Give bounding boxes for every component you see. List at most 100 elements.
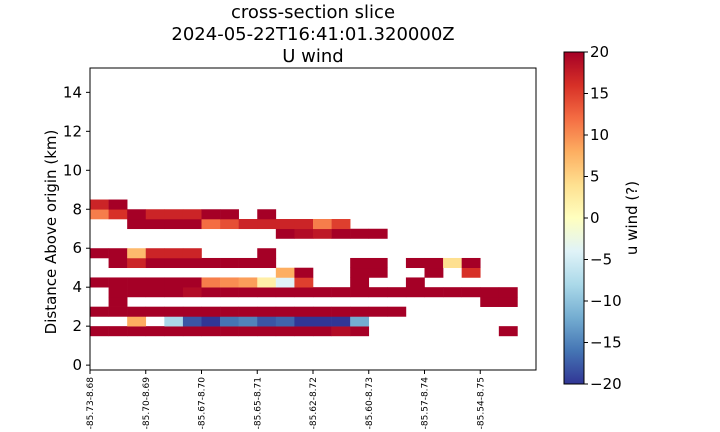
heatmap-cell (220, 277, 239, 288)
heatmap-cell (127, 287, 147, 298)
heatmap-cell (220, 287, 239, 298)
heatmap-cell (350, 326, 370, 337)
heatmap-cell (257, 257, 277, 269)
heatmap-cell (108, 287, 128, 298)
heatmap-cell (90, 248, 109, 259)
heatmap-cell (164, 316, 184, 327)
colorbar-ticks: −20 −15 −10 −5 0 5 10 15 20 (584, 43, 622, 393)
heatmap-cell (201, 219, 221, 230)
heatmap-cell (201, 326, 221, 337)
heatmap-cell (145, 277, 165, 288)
heatmap-cell (461, 267, 481, 278)
heatmap-cell (90, 209, 109, 220)
heatmap-cell (350, 267, 370, 278)
heatmap-cell (294, 277, 314, 288)
heatmap-cell (127, 306, 147, 317)
x-tick-label: -85.62-8.72 (309, 377, 319, 429)
heatmap-cell (127, 248, 147, 259)
heatmap-cell (350, 257, 370, 269)
heatmap-cell (238, 277, 258, 288)
heatmap-cell (201, 287, 221, 298)
heatmap-cell (387, 287, 407, 298)
heatmap-cell (201, 209, 221, 220)
x-tick-label: -85.57-8.74 (421, 377, 431, 430)
heatmap-cell (331, 228, 351, 239)
heatmap-cell (257, 316, 277, 327)
heatmap-cell (182, 306, 202, 317)
heatmap-cell (182, 326, 202, 337)
heatmap-cell (275, 306, 295, 317)
heatmap-cell (164, 219, 184, 230)
heatmap-cell (238, 287, 258, 298)
heatmap-cell (294, 228, 314, 239)
heatmap-cell (164, 277, 184, 288)
heatmap-cell (127, 219, 147, 230)
heatmap-cell (257, 326, 277, 337)
heatmap-cell (164, 248, 184, 259)
heatmap-cell (294, 219, 314, 230)
heatmap-cells (90, 199, 518, 337)
heatmap-cell (108, 199, 128, 210)
heatmap-cell (313, 287, 332, 298)
heatmap-cell (238, 316, 258, 327)
heatmap-cell (294, 326, 314, 337)
heatmap-cell (220, 219, 239, 230)
heatmap-cell (368, 287, 388, 298)
heatmap-cell (201, 306, 221, 317)
heatmap-cell (108, 257, 128, 269)
heatmap-cell (238, 326, 258, 337)
colorbar-tick-label: −15 (590, 334, 622, 352)
colorbar-tick-label: −5 (590, 251, 612, 269)
heatmap-cell (257, 287, 277, 298)
y-tick-label: 6 (72, 239, 82, 257)
y-tick-label: 2 (72, 317, 82, 335)
heatmap-cell (313, 326, 332, 337)
heatmap-cell (220, 209, 239, 220)
heatmap-cell (313, 306, 332, 317)
y-tick-label: 4 (72, 278, 82, 296)
x-axis-ticks: -85.73-8.68 -85.70-8.69 -85.67-8.70 -85.65-… (86, 370, 486, 429)
heatmap-cell (164, 287, 184, 298)
heatmap-cell (275, 228, 295, 239)
heatmap-cell (164, 257, 184, 269)
heatmap-cell (368, 267, 388, 278)
heatmap-cell (90, 306, 109, 317)
heatmap-cell (90, 326, 109, 337)
heatmap-cell (275, 219, 295, 230)
heatmap-cell (145, 248, 165, 259)
heatmap-cell (294, 287, 314, 298)
heatmap-cell (220, 316, 239, 327)
colorbar-tick-label: 0 (590, 209, 600, 227)
heatmap-cell (405, 277, 425, 288)
heatmap-cell (387, 306, 407, 317)
heatmap-cell (220, 326, 239, 337)
heatmap-cell (108, 326, 128, 337)
heatmap-cell (164, 209, 184, 220)
heatmap-cell (108, 209, 128, 220)
x-tick-label: -85.65-8.71 (253, 377, 263, 429)
heatmap-cell (313, 316, 332, 327)
chart-title-line-2: 2024-05-22T16:41:01.320000Z (171, 24, 454, 45)
heatmap-cell (461, 287, 481, 298)
y-tick-label: 12 (63, 122, 82, 140)
heatmap-cell (313, 228, 332, 239)
heatmap-cell (145, 219, 165, 230)
heatmap-cell (220, 257, 239, 269)
heatmap-cell (145, 257, 165, 269)
chart-title-line-1: cross-section slice (231, 2, 395, 23)
heatmap-cell (257, 219, 277, 230)
heatmap-cell (294, 267, 314, 278)
x-tick-label: -85.73-8.68 (86, 377, 96, 430)
heatmap-cell (108, 248, 128, 259)
heatmap-cell (331, 306, 351, 317)
heatmap-cell (405, 257, 425, 269)
heatmap-cell (331, 326, 351, 337)
heatmap-cell (350, 277, 370, 288)
heatmap-cell (257, 209, 277, 220)
heatmap-cell (90, 277, 109, 288)
heatmap-cell (313, 219, 332, 230)
heatmap-cell (368, 257, 388, 269)
y-axis-ticks: 0 2 4 6 8 10 12 14 (63, 83, 90, 374)
heatmap-cell (331, 287, 351, 298)
